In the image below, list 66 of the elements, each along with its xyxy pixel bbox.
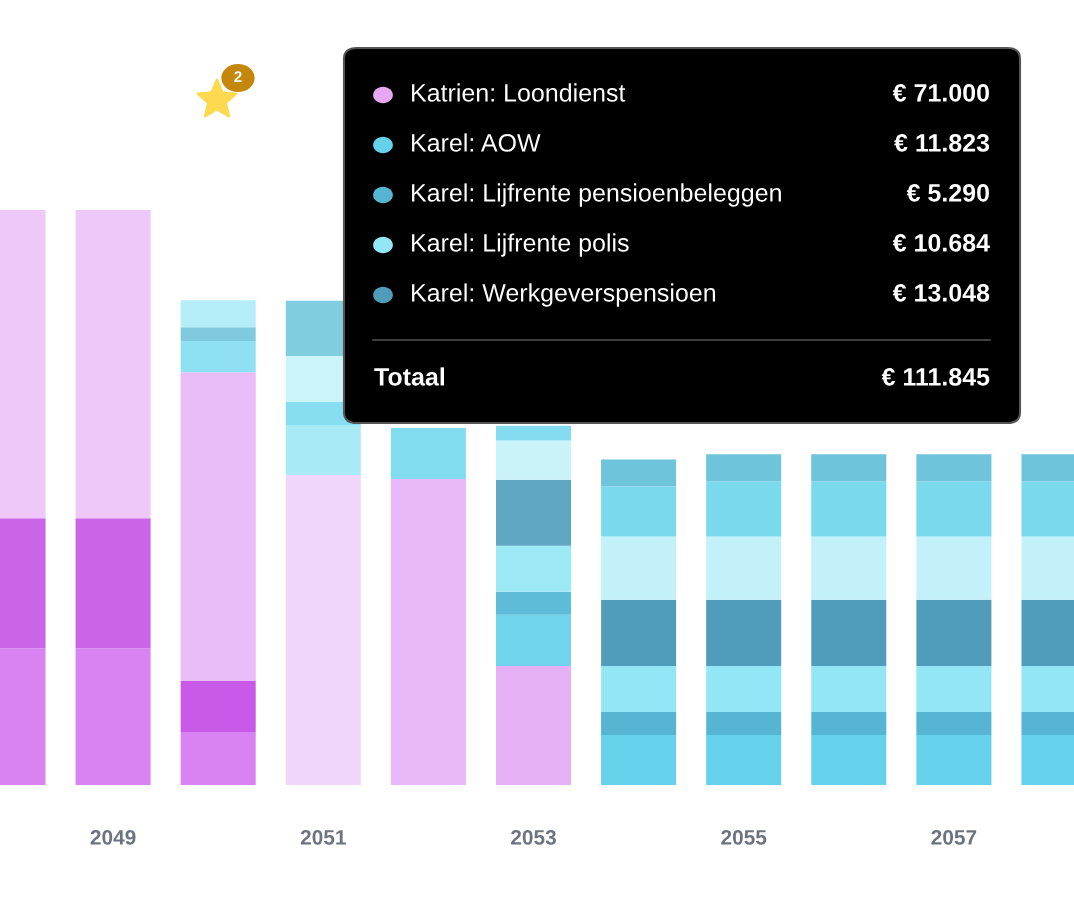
bar bbox=[706, 711, 782, 735]
bar bbox=[706, 734, 782, 785]
bar bbox=[495, 479, 572, 546]
legend-label: Karel: AOW bbox=[412, 133, 541, 152]
bar bbox=[601, 459, 677, 487]
bar bbox=[706, 536, 782, 600]
bar bbox=[916, 599, 992, 666]
bar bbox=[180, 300, 256, 328]
bar bbox=[75, 648, 151, 785]
bar bbox=[811, 599, 887, 666]
x-tick-label: 2051 bbox=[300, 829, 346, 845]
text: € 71.000 bbox=[892, 84, 989, 102]
bar bbox=[706, 454, 782, 482]
bar bbox=[495, 665, 572, 785]
bar bbox=[811, 665, 887, 712]
bar bbox=[916, 734, 992, 785]
bar bbox=[811, 536, 887, 600]
x-tick-label: 2053 bbox=[511, 829, 556, 845]
bar bbox=[811, 454, 887, 482]
bar bbox=[390, 427, 466, 480]
bar bbox=[495, 440, 572, 480]
bar bbox=[916, 711, 992, 735]
bar bbox=[180, 680, 256, 733]
bar bbox=[495, 591, 572, 615]
legend-label: Karel: Werkgeverspensioen bbox=[412, 283, 716, 307]
annotation: Totaal bbox=[374, 367, 445, 386]
bar bbox=[706, 599, 782, 666]
legend-label: Karel: Lijfrente pensioenbeleggen bbox=[412, 183, 781, 207]
bar bbox=[180, 327, 256, 342]
bar bbox=[75, 518, 151, 649]
bar bbox=[601, 536, 677, 600]
bar bbox=[916, 665, 992, 712]
legend-label: Karel: Lijfrente polis bbox=[412, 233, 629, 257]
x-tick-label: 2055 bbox=[721, 829, 767, 845]
bar bbox=[811, 734, 887, 785]
bar bbox=[285, 475, 361, 785]
bar bbox=[916, 536, 992, 600]
bar bbox=[916, 454, 992, 482]
text: € 11.823 bbox=[894, 134, 990, 152]
bar bbox=[916, 481, 992, 537]
text: 2 bbox=[234, 71, 242, 82]
legend-label: Katrien: Loondienst bbox=[412, 83, 626, 102]
bar bbox=[495, 614, 572, 666]
x-tick-label: 2049 bbox=[90, 829, 136, 845]
bar bbox=[180, 732, 256, 785]
bar bbox=[601, 665, 677, 712]
bar bbox=[601, 734, 677, 785]
annotation: € 111.845 bbox=[881, 368, 990, 386]
bar bbox=[495, 425, 572, 441]
bar bbox=[601, 599, 677, 666]
bar bbox=[601, 486, 677, 537]
bar bbox=[390, 479, 466, 785]
bar bbox=[180, 341, 256, 373]
bar bbox=[706, 481, 782, 537]
bar bbox=[811, 481, 887, 537]
bar bbox=[75, 210, 151, 519]
bar bbox=[285, 425, 361, 476]
bar bbox=[180, 372, 256, 681]
annotation: € 13.048 bbox=[892, 284, 990, 302]
bar bbox=[495, 545, 572, 592]
annotation: € 10.684 bbox=[892, 234, 990, 252]
bar bbox=[811, 711, 887, 735]
bar bbox=[601, 711, 677, 735]
text: € 5.290 bbox=[906, 184, 989, 202]
x-tick-label: 2057 bbox=[931, 829, 977, 845]
bar bbox=[706, 665, 782, 712]
